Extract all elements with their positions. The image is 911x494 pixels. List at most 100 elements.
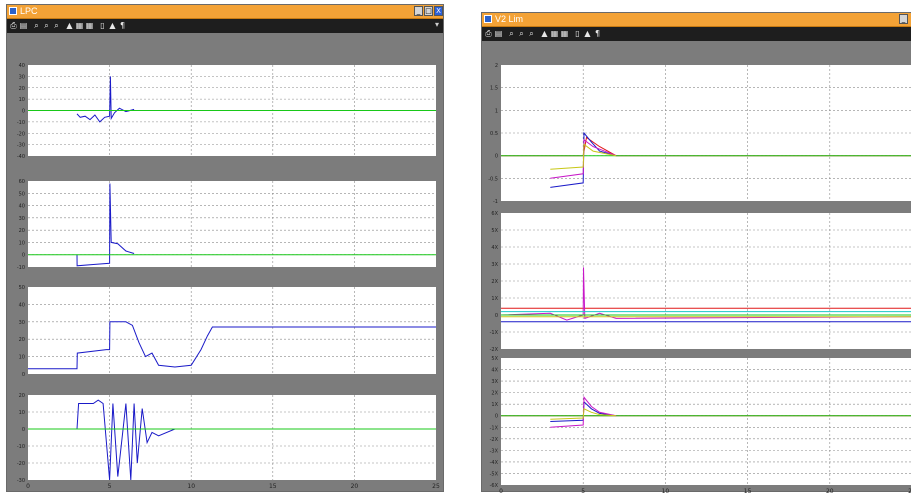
axes-2[interactable]: 6X 5X 4X 3X 2X 1X 0 -1X -2X xyxy=(490,211,911,353)
y-tick-label: 20 xyxy=(19,228,25,234)
axes-2[interactable]: 60 50 40 30 20 10 0 -10 xyxy=(17,179,436,271)
y-tick-label: 5X xyxy=(491,356,498,362)
params-icon[interactable]: ▤ xyxy=(19,21,28,30)
series-line xyxy=(550,138,617,179)
y-tick-label: -5X xyxy=(490,471,499,477)
y-tick-label: 4X xyxy=(491,245,498,251)
y-tick-label: 6X xyxy=(491,211,498,217)
y-tick-label: 1X xyxy=(491,402,498,408)
zoom-in-icon[interactable]: ⌕ xyxy=(34,21,39,30)
series-line xyxy=(501,136,911,157)
y-tick-label: 30 xyxy=(19,320,25,326)
float-icon[interactable]: ▯ xyxy=(100,21,105,30)
x-tick-label: 20 xyxy=(826,488,834,494)
minimize-icon[interactable]: _ xyxy=(414,6,423,16)
scope-icon xyxy=(484,15,492,23)
y-tick-label: 0.5 xyxy=(490,131,498,137)
axes-1[interactable]: 40 30 20 10 0 -10 -20 -30 -40 xyxy=(17,63,436,160)
y-tick-label: 10 xyxy=(19,355,25,361)
y-tick-label: -1 xyxy=(493,199,498,205)
y-tick-label: -10 xyxy=(17,265,25,271)
print-icon[interactable]: ⎙ xyxy=(10,21,17,30)
x-tick-label: 5 xyxy=(108,483,112,490)
title-bar[interactable]: V2 Lim _ xyxy=(482,13,911,27)
close-button[interactable]: X xyxy=(434,6,443,16)
x-tick-label: 25 xyxy=(908,488,911,494)
x-tick-label: 5 xyxy=(581,488,585,494)
y-tick-label: 3X xyxy=(491,262,498,268)
zoom-x-icon[interactable]: ⌕ xyxy=(44,21,49,30)
lock-icon[interactable]: ▲ xyxy=(109,21,116,30)
restore-axes-icon[interactable]: ▦ xyxy=(560,29,569,38)
y-tick-label: 0 xyxy=(22,109,25,115)
autoscale-icon[interactable]: ▲ xyxy=(541,29,548,38)
series-line xyxy=(550,400,617,422)
minimize-icon[interactable]: _ xyxy=(899,14,908,24)
y-tick-label: 0 xyxy=(22,372,25,378)
autoscale-icon[interactable]: ▲ xyxy=(66,21,73,30)
y-tick-label: -6X xyxy=(490,483,499,489)
series-line xyxy=(550,143,617,170)
y-tick-label: 3X xyxy=(491,379,498,385)
title-bar[interactable]: LPC _ □ X xyxy=(7,5,443,19)
y-tick-label: -2X xyxy=(490,437,499,443)
y-tick-label: 10 xyxy=(19,97,25,103)
plot-svg: 60 50 40 30 20 10 0 -10 xyxy=(17,179,436,271)
scope-icon xyxy=(9,7,17,15)
y-tick-label: 40 xyxy=(19,302,25,308)
plot-svg: 40 30 20 10 0 -10 -20 -30 -40 xyxy=(17,63,436,160)
y-tick-label: 30 xyxy=(19,74,25,80)
x-tick-label: 20 xyxy=(351,483,359,490)
restore-axes-icon[interactable]: ▦ xyxy=(85,21,94,30)
axes-1[interactable]: 2 1.5 1 0.5 0 -0.5 -1 xyxy=(488,63,911,205)
y-tick-label: -4X xyxy=(490,460,499,466)
series-line xyxy=(500,267,911,321)
y-tick-label: 50 xyxy=(19,285,25,291)
float-icon[interactable]: ▯ xyxy=(575,29,580,38)
zoom-x-icon[interactable]: ⌕ xyxy=(519,29,524,38)
y-tick-label: 1 xyxy=(495,108,498,114)
series-line xyxy=(28,399,436,481)
save-axes-icon[interactable]: ▦ xyxy=(550,29,559,38)
y-tick-label: 2X xyxy=(491,391,498,397)
y-tick-label: 30 xyxy=(19,216,25,222)
x-tick-label: 0 xyxy=(26,483,30,490)
window-title: LPC xyxy=(20,6,38,16)
axes-4[interactable]: 20 10 0 -10 -20 -30 0 5 10 15 20 25 xyxy=(17,393,440,490)
save-axes-icon[interactable]: ▦ xyxy=(75,21,84,30)
y-tick-label: 0 xyxy=(495,414,498,420)
y-tick-label: 20 xyxy=(19,337,25,343)
maximize-icon[interactable]: □ xyxy=(424,6,433,16)
zoom-in-icon[interactable]: ⌕ xyxy=(509,29,514,38)
chevron-down-icon[interactable]: ▾ xyxy=(434,20,439,29)
x-tick-label: 0 xyxy=(499,488,503,494)
x-tick-label: 10 xyxy=(662,488,670,494)
plot-svg: 6X 5X 4X 3X 2X 1X 0 -1X -2X xyxy=(490,211,911,353)
y-tick-label: 0 xyxy=(495,313,498,319)
signal-selector-icon[interactable]: ¶ xyxy=(119,21,126,30)
scope-window-lpc[interactable]: LPC _ □ X ⎙ ▤ ⌕ ⌕ ⌕ ▲ ▦ ▦ ▯ ▲ ¶ ▾ 40 30 20… xyxy=(6,4,444,492)
zoom-y-icon[interactable]: ⌕ xyxy=(54,21,59,30)
series-line xyxy=(550,408,617,420)
y-tick-label: -20 xyxy=(17,131,25,137)
window-title: V2 Lim xyxy=(495,14,524,24)
print-icon[interactable]: ⎙ xyxy=(485,29,492,38)
axes-3[interactable]: 50 40 30 20 10 0 xyxy=(19,285,436,378)
series-line xyxy=(76,76,135,123)
plot-svg: 2 1.5 1 0.5 0 -0.5 -1 xyxy=(488,63,911,205)
x-tick-label: 15 xyxy=(269,483,277,490)
y-tick-label: -2X xyxy=(490,347,499,353)
y-tick-label: 50 xyxy=(19,191,25,197)
y-tick-label: 10 xyxy=(19,240,25,246)
y-tick-label: -1X xyxy=(490,425,499,431)
scope-window-v2lim[interactable]: V2 Lim _ ⎙ ▤ ⌕ ⌕ ⌕ ▲ ▦ ▦ ▯ ▲ ¶ 2 1.5 1 0.5 0… xyxy=(481,12,911,494)
zoom-y-icon[interactable]: ⌕ xyxy=(529,29,534,38)
series-line xyxy=(76,183,135,267)
signal-selector-icon[interactable]: ¶ xyxy=(594,29,601,38)
y-tick-label: 0 xyxy=(22,427,25,433)
lock-icon[interactable]: ▲ xyxy=(584,29,591,38)
y-tick-label: -10 xyxy=(17,444,25,450)
params-icon[interactable]: ▤ xyxy=(494,29,503,38)
